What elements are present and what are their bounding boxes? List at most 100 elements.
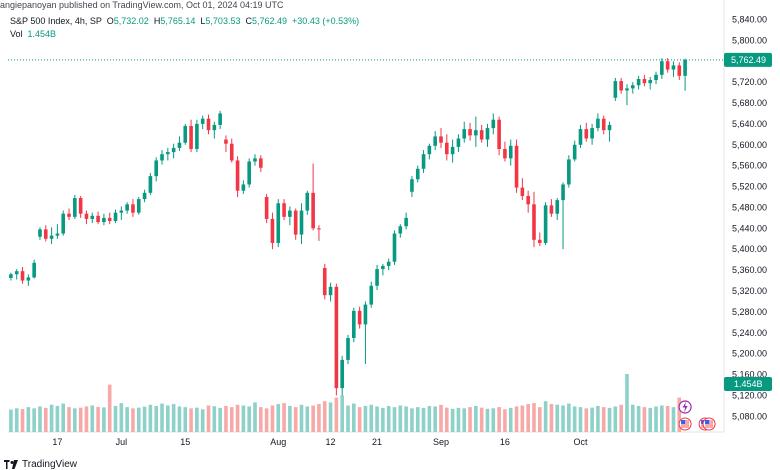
y-tick-label: 5,560.00 xyxy=(732,161,767,171)
volume-bar xyxy=(346,405,350,432)
candle xyxy=(90,215,95,219)
volume-bar xyxy=(462,408,467,432)
volume-bar xyxy=(218,407,222,432)
candle xyxy=(607,124,612,131)
volume-bar xyxy=(410,408,414,432)
volume-bar xyxy=(386,405,391,432)
volume-bar xyxy=(450,408,455,432)
candle xyxy=(561,184,565,201)
volume-bar xyxy=(357,407,362,432)
x-tick-label: Jul xyxy=(116,437,128,447)
volume-bar xyxy=(352,403,356,432)
volume-bar xyxy=(160,403,164,432)
volume-bar xyxy=(619,404,623,432)
volume-bar xyxy=(532,403,536,432)
candle xyxy=(375,269,379,286)
candle xyxy=(381,265,385,270)
volume-bar xyxy=(259,407,263,432)
candle xyxy=(171,147,176,153)
volume-bar xyxy=(398,405,403,432)
chart-legend: S&P 500 Index, 4h, SP O5,732.02 H5,765.1… xyxy=(10,15,359,41)
candle xyxy=(357,310,362,325)
candle xyxy=(497,119,501,149)
candle xyxy=(613,81,618,98)
candle xyxy=(212,124,217,131)
volume-bar xyxy=(677,397,682,432)
candle xyxy=(625,88,629,91)
y-tick-label: 5,640.00 xyxy=(732,119,767,129)
volume-bar xyxy=(102,407,106,432)
candle xyxy=(293,210,298,235)
candle xyxy=(317,228,321,230)
volume-bar xyxy=(177,406,182,432)
volume-bar xyxy=(549,404,554,432)
candle xyxy=(648,80,653,84)
candle xyxy=(537,239,542,243)
volume-bar xyxy=(183,407,188,432)
volume-bar xyxy=(322,401,327,432)
candle xyxy=(136,199,141,213)
volume-bar xyxy=(642,407,647,432)
volume-bar xyxy=(427,405,432,432)
candle xyxy=(160,154,164,161)
volume-bar xyxy=(468,407,472,432)
volume-bar xyxy=(311,405,315,432)
last-price-tag xyxy=(724,52,772,67)
candle xyxy=(468,129,472,136)
candle xyxy=(247,161,251,185)
candle xyxy=(386,261,391,266)
volume-bar xyxy=(596,405,600,432)
volume-bar xyxy=(131,408,135,432)
candle xyxy=(183,125,188,143)
candle xyxy=(630,85,635,89)
tradingview-brand[interactable]: TradingView xyxy=(4,459,77,470)
volume-bar xyxy=(590,407,594,432)
y-tick-label: 5,280.00 xyxy=(732,307,767,317)
x-tick-label: 15 xyxy=(180,437,190,447)
candle xyxy=(107,217,112,222)
candle xyxy=(590,128,594,139)
candle xyxy=(78,198,83,214)
candle xyxy=(299,210,304,235)
candle xyxy=(102,217,106,223)
volume-bar xyxy=(235,404,240,432)
candle xyxy=(508,145,513,159)
y-tick-label: 5,240.00 xyxy=(732,328,767,338)
candle xyxy=(683,59,687,76)
volume-bar xyxy=(142,406,147,432)
y-tick-label: 5,200.00 xyxy=(732,349,767,359)
candle xyxy=(474,130,478,136)
volume-bar xyxy=(561,405,565,432)
candle xyxy=(189,125,193,149)
volume-bar xyxy=(601,407,606,432)
candle xyxy=(671,65,676,70)
volume-bar xyxy=(392,407,397,432)
y-tick-label: 5,520.00 xyxy=(732,182,767,192)
volume-bar xyxy=(497,407,501,432)
candle xyxy=(131,204,135,213)
volume-bar xyxy=(567,403,571,432)
candle xyxy=(61,213,66,234)
candle xyxy=(113,212,118,222)
candle xyxy=(415,168,420,180)
volume-bar xyxy=(96,406,100,432)
candle xyxy=(200,118,205,124)
volume-bar xyxy=(276,404,281,432)
candle xyxy=(572,144,577,160)
candle xyxy=(288,210,292,217)
volume-bar xyxy=(14,408,19,432)
candle xyxy=(154,160,159,177)
volume-bar xyxy=(433,406,437,432)
volume-bar xyxy=(421,407,426,432)
volume-bar xyxy=(520,405,525,432)
volume-bar xyxy=(253,402,257,432)
candle xyxy=(49,235,54,239)
last-price-label: 5,762.49 xyxy=(731,55,766,65)
volume-bar xyxy=(485,408,490,432)
volume-bar xyxy=(49,404,54,432)
candle xyxy=(43,229,48,239)
volume-label: Vol xyxy=(10,29,23,39)
y-tick-label: 5,480.00 xyxy=(732,202,767,212)
volume-bar xyxy=(491,408,496,432)
